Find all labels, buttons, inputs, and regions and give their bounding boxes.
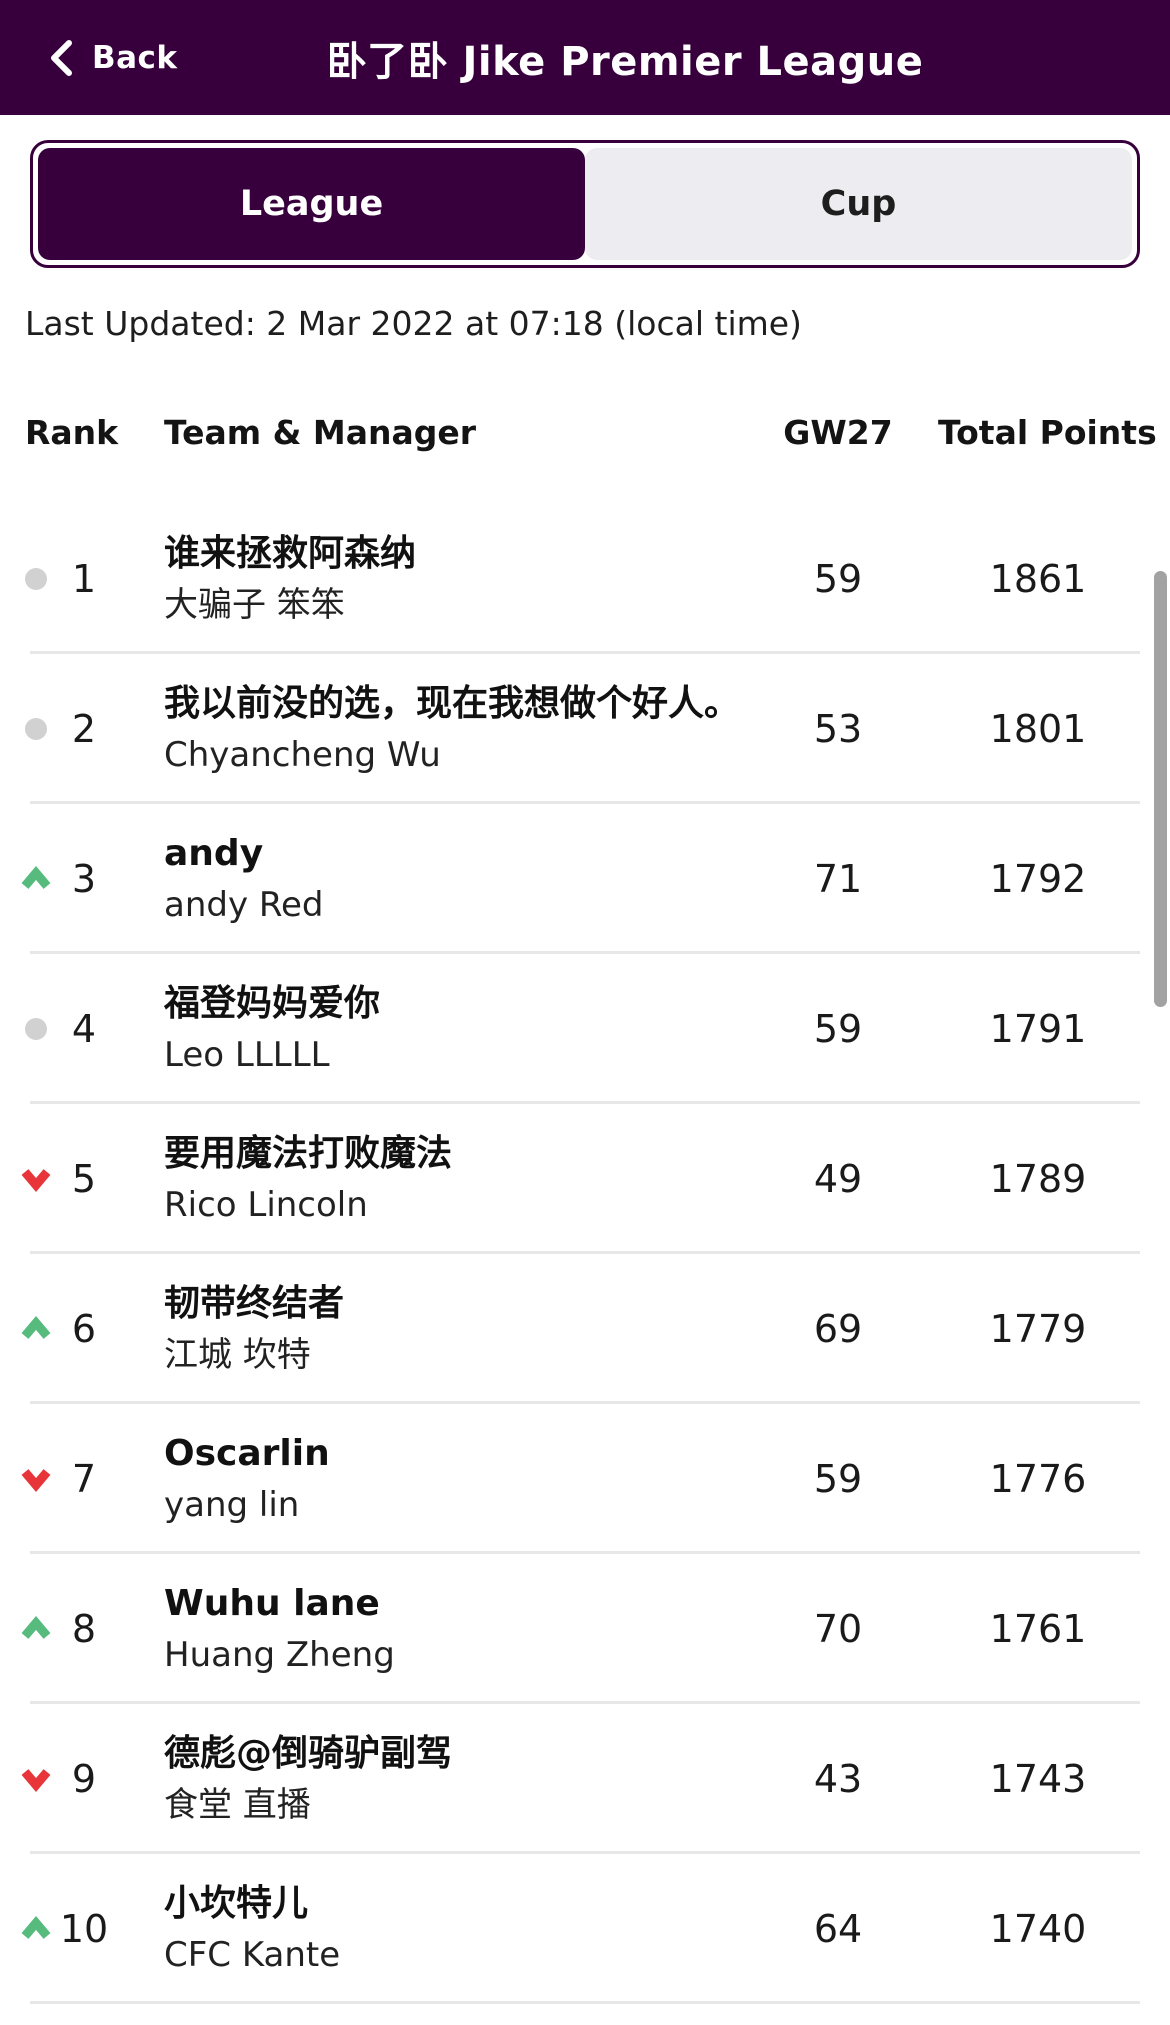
table-row[interactable]: 2 我以前没的选，现在我想做个好人。 Chyancheng Wu 53 1801	[0, 654, 1170, 804]
team-name: 我以前没的选，现在我想做个好人。	[164, 682, 741, 724]
rank-value: 8	[71, 1607, 97, 1651]
page-title: 卧了卧 Jike Premier League	[326, 38, 924, 85]
manager-name: CFC Kante	[164, 1935, 341, 1976]
table-row[interactable]: 9 德彪@倒骑驴副驾 食堂 直播 43 1743	[0, 1704, 1170, 1854]
rank-value: 10	[59, 1907, 109, 1951]
manager-name: 食堂 直播	[164, 1785, 311, 1826]
manager-name: Leo LLLLL	[164, 1035, 330, 1076]
gw-points: 71	[813, 857, 863, 901]
team-name: andy	[164, 832, 264, 874]
back-label: Back	[92, 39, 178, 76]
rank-value: 9	[71, 1757, 97, 1801]
total-points: 1789	[989, 1157, 1087, 1201]
manager-name: Huang Zheng	[164, 1635, 395, 1676]
total-points: 1743	[989, 1757, 1087, 1801]
rank-value: 7	[71, 1457, 97, 1501]
rank-value: 4	[71, 1007, 97, 1051]
rank-same-icon	[25, 718, 47, 740]
column-header-total: Total Points	[938, 412, 1157, 452]
tab-league-label: League	[239, 184, 384, 224]
column-header-gw: GW27	[783, 412, 893, 452]
last-updated-text: Last Updated: 2 Mar 2022 at 07:18 (local…	[25, 304, 802, 343]
total-points: 1861	[989, 557, 1087, 601]
gw-points: 53	[813, 707, 863, 751]
back-chevron-icon	[51, 39, 72, 76]
scrollbar-thumb[interactable]	[1154, 571, 1167, 1007]
rank-down-icon	[21, 1169, 51, 1192]
total-points: 1761	[989, 1607, 1087, 1651]
rank-same-icon	[25, 1018, 47, 1040]
table-row[interactable]: 8 Wuhu lane Huang Zheng 70 1761	[0, 1554, 1170, 1704]
tab-cup[interactable]: Cup	[585, 148, 1132, 260]
team-name: 韧带终结者	[164, 1282, 345, 1324]
rank-value: 3	[71, 857, 97, 901]
team-name: Wuhu lane	[164, 1582, 380, 1624]
rank-value: 2	[71, 707, 97, 751]
table-header: Rank Team & Manager GW27 Total Points	[0, 410, 1170, 454]
column-header-rank: Rank	[25, 412, 119, 452]
rank-same-icon	[25, 568, 47, 590]
table-row[interactable]: 1 谁来拯救阿森纳 大骗子 笨笨 59 1861	[0, 504, 1170, 654]
team-name: Oscarlin	[164, 1432, 330, 1474]
manager-name: Chyancheng Wu	[164, 735, 441, 776]
total-points: 1792	[989, 857, 1087, 901]
table-row[interactable]: 6 韧带终结者 江城 坎特 69 1779	[0, 1254, 1170, 1404]
manager-name: andy Red	[164, 885, 324, 926]
gw-points: 59	[813, 1457, 863, 1501]
gw-points: 49	[813, 1157, 863, 1201]
team-name: 要用魔法打败魔法	[164, 1132, 453, 1174]
table-row[interactable]: 10 小坎特儿 CFC Kante 64 1740	[0, 1854, 1170, 2004]
total-points: 1740	[989, 1907, 1087, 1951]
total-points: 1776	[989, 1457, 1087, 1501]
team-name: 福登妈妈爱你	[164, 982, 381, 1024]
team-name: 德彪@倒骑驴副驾	[164, 1732, 453, 1774]
rank-value: 5	[71, 1157, 97, 1201]
column-header-team: Team & Manager	[164, 412, 477, 452]
rank-up-icon	[21, 1616, 51, 1639]
back-button[interactable]: Back	[48, 0, 178, 115]
manager-name: 江城 坎特	[164, 1335, 311, 1376]
tab-league[interactable]: League	[38, 148, 585, 260]
table-row[interactable]: 5 要用魔法打败魔法 Rico Lincoln 49 1789	[0, 1104, 1170, 1254]
manager-name: 大骗子 笨笨	[164, 585, 345, 626]
gw-points: 43	[813, 1757, 863, 1801]
rank-down-icon	[21, 1769, 51, 1792]
gw-points: 64	[813, 1907, 863, 1951]
header-bar: Back 卧了卧 Jike Premier League	[0, 0, 1170, 115]
table-row[interactable]: 4 福登妈妈爱你 Leo LLLLL 59 1791	[0, 954, 1170, 1104]
rank-down-icon	[21, 1469, 51, 1492]
table-row[interactable]: 7 Oscarlin yang lin 59 1776	[0, 1404, 1170, 1554]
gw-points: 70	[813, 1607, 863, 1651]
standings-list: 1 谁来拯救阿森纳 大骗子 笨笨 59 1861 2 我以前没的选，现在我想做个…	[0, 504, 1170, 2004]
manager-name: Rico Lincoln	[164, 1185, 368, 1226]
total-points: 1791	[989, 1007, 1087, 1051]
rank-value: 6	[71, 1307, 97, 1351]
rank-up-icon	[21, 1316, 51, 1339]
team-name: 谁来拯救阿森纳	[164, 532, 417, 574]
gw-points: 69	[813, 1307, 863, 1351]
total-points: 1779	[989, 1307, 1087, 1351]
rank-up-icon	[21, 1916, 51, 1939]
tab-cup-label: Cup	[820, 184, 897, 224]
gw-points: 59	[813, 1007, 863, 1051]
league-cup-tabs: League Cup	[30, 140, 1140, 268]
rank-up-icon	[21, 866, 51, 889]
table-row[interactable]: 3 andy andy Red 71 1792	[0, 804, 1170, 954]
total-points: 1801	[989, 707, 1087, 751]
rank-value: 1	[71, 557, 97, 601]
manager-name: yang lin	[164, 1485, 300, 1526]
team-name: 小坎特儿	[164, 1882, 309, 1924]
gw-points: 59	[813, 557, 863, 601]
